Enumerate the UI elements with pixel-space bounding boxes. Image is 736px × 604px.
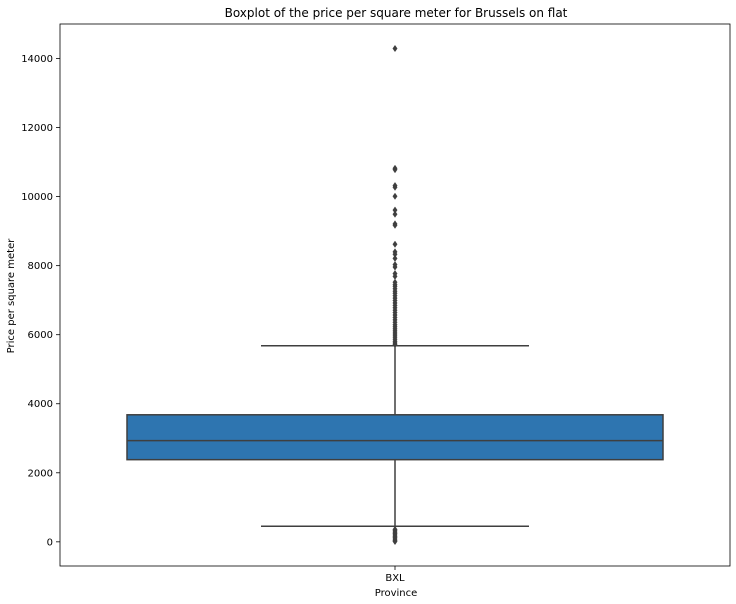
outlier-point	[392, 183, 398, 191]
x-tick-label: BXL	[385, 573, 405, 584]
y-tick-label: 12000	[21, 123, 53, 134]
y-tick-label: 0	[47, 537, 53, 548]
y-tick-label: 6000	[28, 330, 53, 341]
x-axis-label: Province	[375, 588, 418, 599]
iqr-box	[126, 414, 664, 461]
box-bxl	[126, 44, 664, 546]
outlier-point	[392, 166, 398, 174]
x-axis: BXL	[385, 566, 405, 584]
outlier-point	[392, 221, 398, 229]
y-tick-label: 14000	[21, 54, 53, 65]
box-group	[126, 44, 664, 546]
y-tick-label: 2000	[28, 468, 53, 479]
y-tick-label: 10000	[21, 192, 53, 203]
outlier-point	[392, 192, 398, 200]
outlier-point	[392, 210, 398, 218]
chart-title: Boxplot of the price per square meter fo…	[225, 6, 568, 20]
outlier-point	[392, 537, 398, 546]
y-axis-label: Price per square meter	[6, 238, 17, 354]
outlier-point	[392, 240, 398, 248]
y-tick-label: 8000	[28, 261, 53, 272]
outlier-point	[392, 340, 398, 348]
outlier-point	[392, 44, 398, 53]
y-axis: 0 2000 4000 6000 8000 10000 12000 14000	[21, 54, 60, 548]
y-tick-label: 4000	[28, 399, 53, 410]
